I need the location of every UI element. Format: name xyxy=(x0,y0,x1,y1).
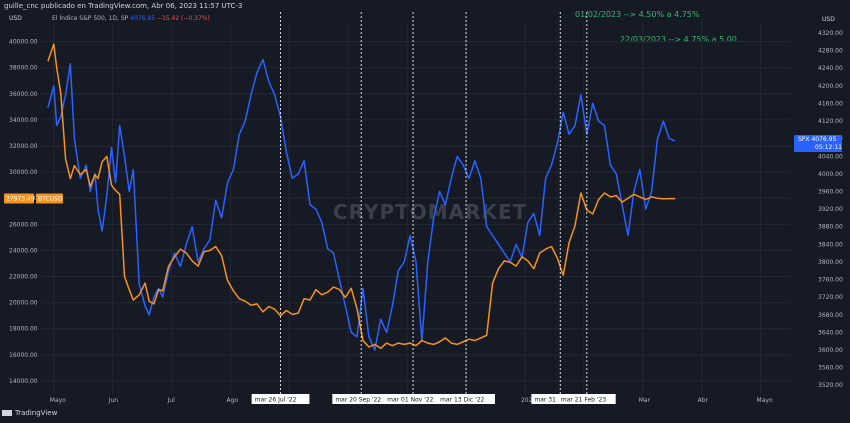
y-right-tick-label: 4120.00 xyxy=(818,118,843,125)
y-right-tick-label: 3600.00 xyxy=(818,347,843,354)
y-right-tick-label: 3800.00 xyxy=(818,259,843,266)
y-right-tick-label: 4320.00 xyxy=(818,30,843,37)
x-tick-label: Abr xyxy=(698,397,709,404)
date-marker-tag xyxy=(332,394,391,404)
date-marker-tag xyxy=(557,394,616,404)
tradingview-logo: TradingView xyxy=(2,409,57,417)
x-tick-label: Ago xyxy=(226,397,238,404)
y-right-tick-label: 4280.00 xyxy=(818,48,843,55)
date-marker-tag xyxy=(384,394,442,404)
x-tick-label: Jul xyxy=(167,397,176,404)
series-line-btcusd xyxy=(47,43,676,350)
btc-price-tag xyxy=(4,193,34,204)
tradingview-icon xyxy=(2,410,12,416)
y-right-tick-label: 3840.00 xyxy=(818,241,843,248)
y-left-tick-label: 34000.00 xyxy=(9,117,38,124)
y-right-tick-label: 3960.00 xyxy=(818,188,843,195)
y-right-tick-label: 3760.00 xyxy=(818,277,843,284)
x-tick-label: Jun xyxy=(108,397,119,404)
y-left-tick-label: 18000.00 xyxy=(9,326,38,333)
y-right-tick-label: 4240.00 xyxy=(818,65,843,72)
series-line-spx xyxy=(47,58,676,351)
y-left-tick-label: 32000.00 xyxy=(9,143,38,150)
y-right-tick-label: 3640.00 xyxy=(818,329,843,336)
y-left-tick-label: 24000.00 xyxy=(9,247,38,254)
y-left-tick-label: 20000.00 xyxy=(9,300,38,307)
y-left-tick-label: 40000.00 xyxy=(9,39,38,46)
y-right-tick-label: 3920.00 xyxy=(818,206,843,213)
date-marker-label: mar 26 Jul '22 xyxy=(255,397,297,404)
legend-value: 4076.95 xyxy=(130,15,156,22)
x-tick-label: Mayo xyxy=(757,397,773,404)
y-right-tick-label: 3880.00 xyxy=(818,224,843,231)
y-right-tick-label: 3720.00 xyxy=(818,294,843,301)
y-left-tick-label: 36000.00 xyxy=(9,91,38,98)
y-right-tick-label: 4200.00 xyxy=(818,83,843,90)
annotation-rate-hike-1: 01/02/2023 --> 4.50% a 4.75% xyxy=(575,10,700,19)
spx-price-tag-time: 05:12:11 xyxy=(815,144,842,151)
y-left-tick-label: 26000.00 xyxy=(9,221,38,228)
date-marker-tag xyxy=(437,394,495,404)
date-marker-label: mar 13 Dic '22 xyxy=(440,397,484,404)
btc-symbol-tag xyxy=(36,193,63,204)
x-tick-label: Mayo xyxy=(50,397,66,404)
btc-price-tag-value: 27973.49 xyxy=(6,196,35,203)
y-right-tick-label: 3520.00 xyxy=(818,382,843,389)
annotation-rate-hike-2: 22/03/2023 --> 4.75% a 5.00 xyxy=(620,35,737,44)
x-tick-label: 2023 xyxy=(521,397,536,404)
publisher-line: guille_cnc publicado en TradingView.com,… xyxy=(4,2,243,10)
btc-symbol-tag-label: BTCUSD xyxy=(38,196,63,203)
date-marker-tag xyxy=(251,394,310,404)
date-marker-label: mar 31 Ene '23 xyxy=(534,397,580,404)
y-left-tick-label: 30000.00 xyxy=(9,169,38,176)
logo-text: TradingView xyxy=(15,409,58,417)
date-marker-label: mar 20 Sep '22 xyxy=(335,397,381,404)
spx-price-tag xyxy=(794,135,842,153)
y-right-tick-label: 3680.00 xyxy=(818,312,843,319)
y-left-tick-label: 22000.00 xyxy=(9,274,38,281)
date-marker-label: mar 21 Feb '23 xyxy=(561,397,606,404)
y-right-tick-label: 3560.00 xyxy=(818,365,843,372)
y-right-tick-label: 4040.00 xyxy=(818,153,843,160)
y-left-tick-label: 16000.00 xyxy=(9,352,38,359)
symbol-legend[interactable]: El Índice S&P 500, 1D, SP 4076.95 −15.42… xyxy=(52,15,210,22)
legend-change: −15.42 (−0.37%) xyxy=(156,15,210,22)
y-right-tick-label: 4000.00 xyxy=(818,171,843,178)
left-axis-currency: USD xyxy=(9,15,22,22)
y-right-tick-label: 4160.00 xyxy=(818,100,843,107)
y-left-tick-label: 14000.00 xyxy=(9,378,38,385)
right-axis-currency: USD xyxy=(822,16,835,23)
x-tick-label: Mar xyxy=(639,397,651,404)
date-marker-label: mar 01 Nov '22 xyxy=(387,397,434,404)
legend-symbol: El Índice S&P 500, 1D, SP xyxy=(52,15,129,22)
watermark-logo: CRYPTOMARKET xyxy=(333,200,528,224)
y-left-tick-label: 38000.00 xyxy=(9,65,38,72)
spx-price-tag-name: SPX 4076.95 xyxy=(798,136,836,143)
